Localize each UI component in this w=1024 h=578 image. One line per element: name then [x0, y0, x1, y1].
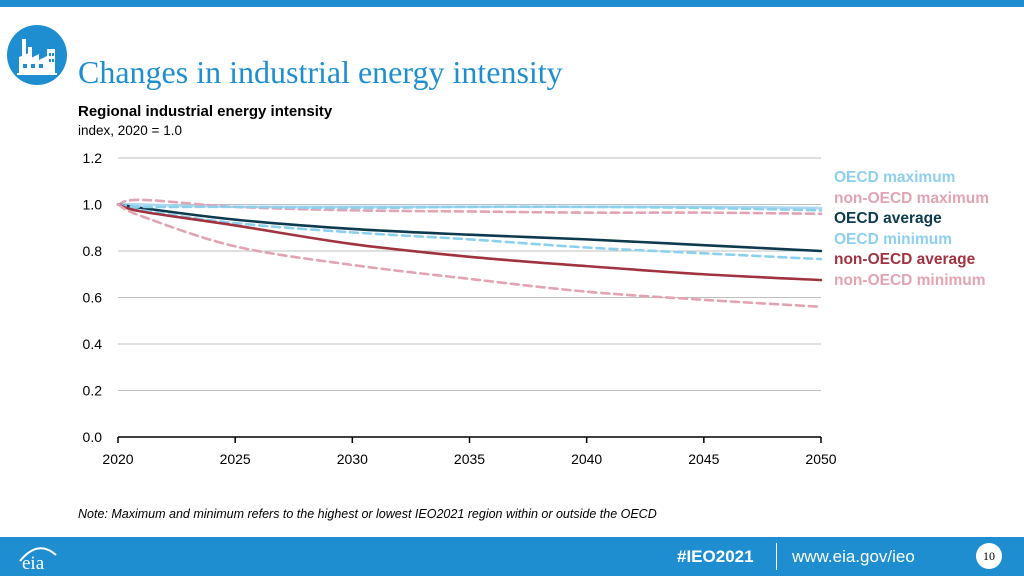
line-chart: 0.0 0.2 0.4 0.6 0.8 1.0 1.2 2020 2025 2030 2035 204…: [83, 150, 837, 467]
y-tick-label: 0.8: [83, 243, 103, 259]
series-line: [116, 203, 823, 309]
footer-hashtag: #IEO2021: [677, 547, 754, 566]
x-tick-label: 2025: [220, 451, 251, 467]
footer-bar: eia #IEO2021 www.eia.gov/ieo: [0, 537, 1024, 576]
y-tick-label: 0.0: [83, 429, 103, 445]
legend-item: OECD minimum: [834, 230, 952, 248]
chart-note: Note: Maximum and minimum refers to the …: [78, 507, 657, 521]
series-line: [116, 203, 823, 212]
series-line: [116, 203, 823, 282]
legend-item: OECD maximum: [834, 169, 956, 186]
eia-logo: eia: [16, 541, 60, 578]
y-tick-label: 1.2: [83, 150, 103, 166]
chart-subtitle: index, 2020 = 1.0: [78, 123, 182, 138]
series-line: [116, 203, 823, 253]
x-tick-label: 2020: [102, 451, 133, 467]
series-line: [116, 198, 823, 216]
x-tick-label: 2030: [337, 451, 368, 467]
x-tick-label: 2050: [805, 451, 836, 467]
industry-icon: [7, 25, 67, 85]
top-accent-bar: [0, 0, 1024, 7]
legend-item: non-OECD maximum: [834, 189, 990, 207]
chart-legend: OECD maximum non-OECD maximum OECD avera…: [834, 168, 1014, 291]
x-tick-label: 2035: [454, 451, 485, 467]
page-number-badge: 10: [976, 543, 1002, 569]
legend-item: non-OECD minimum: [834, 271, 986, 289]
y-tick-label: 0.6: [83, 290, 103, 306]
footer-divider: [776, 543, 777, 570]
legend-item: OECD average: [834, 210, 942, 227]
x-tick-label: 2040: [571, 451, 602, 467]
y-tick-label: 1.0: [83, 197, 103, 213]
y-tick-label: 0.4: [83, 336, 103, 352]
legend-item: non-OECD average: [834, 251, 976, 268]
x-tick-label: 2045: [688, 451, 719, 467]
page-title: Changes in industrial energy intensity: [78, 54, 563, 90]
eia-logo-text: eia: [22, 553, 45, 573]
footer-url-link[interactable]: www.eia.gov/ieo: [792, 547, 915, 566]
chart-title: Regional industrial energy intensity: [78, 103, 333, 120]
y-tick-label: 0.2: [83, 383, 103, 399]
